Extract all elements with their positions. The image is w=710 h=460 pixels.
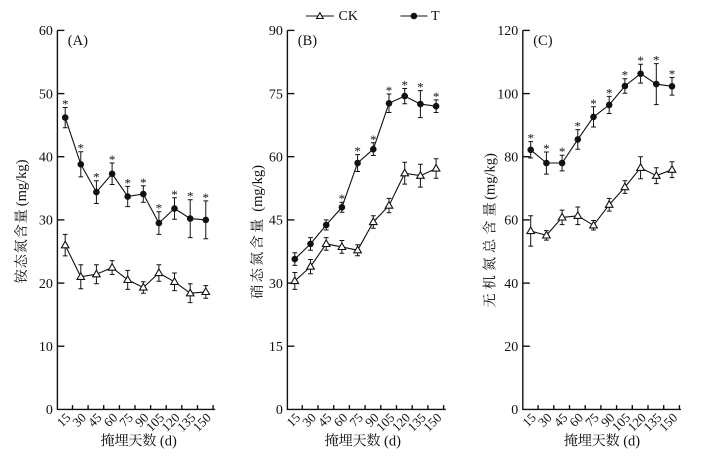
svg-text:40: 40 — [504, 277, 518, 292]
svg-text:*: * — [339, 191, 346, 206]
svg-text:*: * — [433, 89, 440, 104]
svg-text:(d): (d) — [384, 433, 401, 449]
svg-text:*: * — [78, 141, 85, 156]
svg-text:*: * — [93, 170, 100, 185]
svg-text:20: 20 — [504, 340, 518, 355]
svg-text:0: 0 — [276, 403, 283, 418]
svg-text:60: 60 — [39, 24, 53, 39]
svg-text:60: 60 — [504, 214, 518, 229]
svg-text:*: * — [543, 141, 550, 156]
svg-text:CK: CK — [339, 9, 358, 24]
svg-text:*: * — [171, 187, 178, 202]
svg-text:*: * — [527, 131, 534, 146]
svg-text:*: * — [156, 201, 163, 216]
svg-text:*: * — [606, 85, 613, 100]
svg-text:0: 0 — [511, 403, 518, 418]
svg-text:*: * — [187, 189, 194, 204]
svg-text:(C): (C) — [533, 33, 553, 49]
svg-text:*: * — [354, 144, 361, 159]
svg-text:*: * — [653, 53, 660, 68]
svg-text:40: 40 — [39, 151, 53, 166]
svg-text:(mg/kg): (mg/kg) — [483, 153, 499, 200]
svg-text:*: * — [109, 152, 116, 167]
svg-text:*: * — [575, 119, 582, 134]
svg-text:*: * — [124, 175, 131, 190]
svg-text:15: 15 — [269, 340, 283, 355]
svg-text:45: 45 — [269, 214, 283, 229]
svg-text:(d): (d) — [623, 433, 640, 449]
svg-text:*: * — [140, 175, 147, 190]
svg-text:30: 30 — [269, 277, 283, 292]
svg-text:30: 30 — [39, 214, 53, 229]
svg-text:*: * — [62, 97, 69, 112]
svg-text:10: 10 — [39, 340, 53, 355]
svg-text:*: * — [590, 96, 597, 111]
svg-text:80: 80 — [504, 151, 518, 166]
svg-text:90: 90 — [269, 24, 283, 39]
svg-text:*: * — [669, 67, 676, 82]
svg-text:20: 20 — [39, 277, 53, 292]
svg-text:*: * — [417, 80, 424, 95]
svg-text:T: T — [431, 9, 440, 24]
svg-text:(A): (A) — [68, 33, 88, 49]
svg-text:75: 75 — [269, 87, 283, 102]
svg-text:(mg/kg): (mg/kg) — [14, 159, 30, 206]
svg-text:50: 50 — [39, 87, 53, 102]
svg-text:*: * — [637, 53, 644, 68]
svg-text:100: 100 — [497, 87, 518, 102]
svg-text:*: * — [203, 190, 210, 205]
svg-text:*: * — [401, 78, 408, 93]
svg-text:*: * — [622, 68, 629, 83]
svg-text:(d): (d) — [160, 433, 177, 449]
svg-text:60: 60 — [269, 151, 283, 166]
svg-text:*: * — [559, 144, 566, 159]
svg-text:*: * — [386, 83, 393, 98]
svg-text:(mg/kg): (mg/kg) — [250, 165, 266, 212]
svg-text:(B): (B) — [298, 33, 318, 49]
svg-text:120: 120 — [497, 24, 518, 39]
svg-text:*: * — [370, 132, 377, 147]
svg-text:0: 0 — [46, 403, 53, 418]
